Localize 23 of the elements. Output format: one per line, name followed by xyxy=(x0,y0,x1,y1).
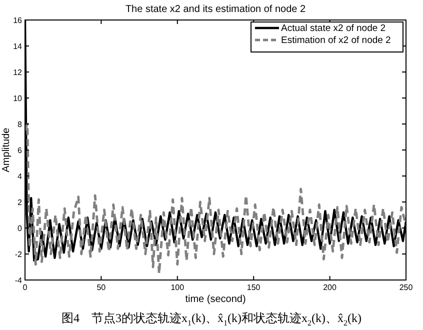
text: 图4 节点3的状态轨迹x$_{1}$(k)、x̂$_{1}$(k)和状态轨迹x$_{2}$(k)、x̂$_{2}$(k) xyxy=(62,311,362,328)
y-tick-label: 0 xyxy=(18,224,23,233)
y-tick-label: -4 xyxy=(14,276,23,285)
x-tick-label: 250 xyxy=(399,283,414,292)
y-tick-label: 14 xyxy=(13,42,23,51)
y-tick-label: 8 xyxy=(18,120,23,129)
legend-label: Estimation of x2 of node 2 xyxy=(281,35,391,46)
x-tick-label: 100 xyxy=(170,283,185,292)
y-tick-label: 12 xyxy=(13,68,23,77)
x-tick-label: 200 xyxy=(323,283,338,292)
legend-label: Actual state x2 of node 2 xyxy=(281,23,386,34)
y-tick-label: 6 xyxy=(18,146,23,155)
y-axis-title: Amplitude xyxy=(1,127,12,172)
y-tick-label: 16 xyxy=(13,16,23,25)
x-tick-label: 50 xyxy=(96,283,106,292)
y-tick-label: 4 xyxy=(18,172,23,181)
line-series xyxy=(25,122,406,275)
x-tick-label: 150 xyxy=(246,283,261,292)
y-tick-label: -2 xyxy=(14,250,23,259)
y-tick-label: 2 xyxy=(18,198,23,207)
x-axis-title: time (second) xyxy=(185,294,246,305)
y-tick-label: 10 xyxy=(13,94,23,103)
chart-title: The state x2 and its estimation of node 2 xyxy=(125,4,306,15)
